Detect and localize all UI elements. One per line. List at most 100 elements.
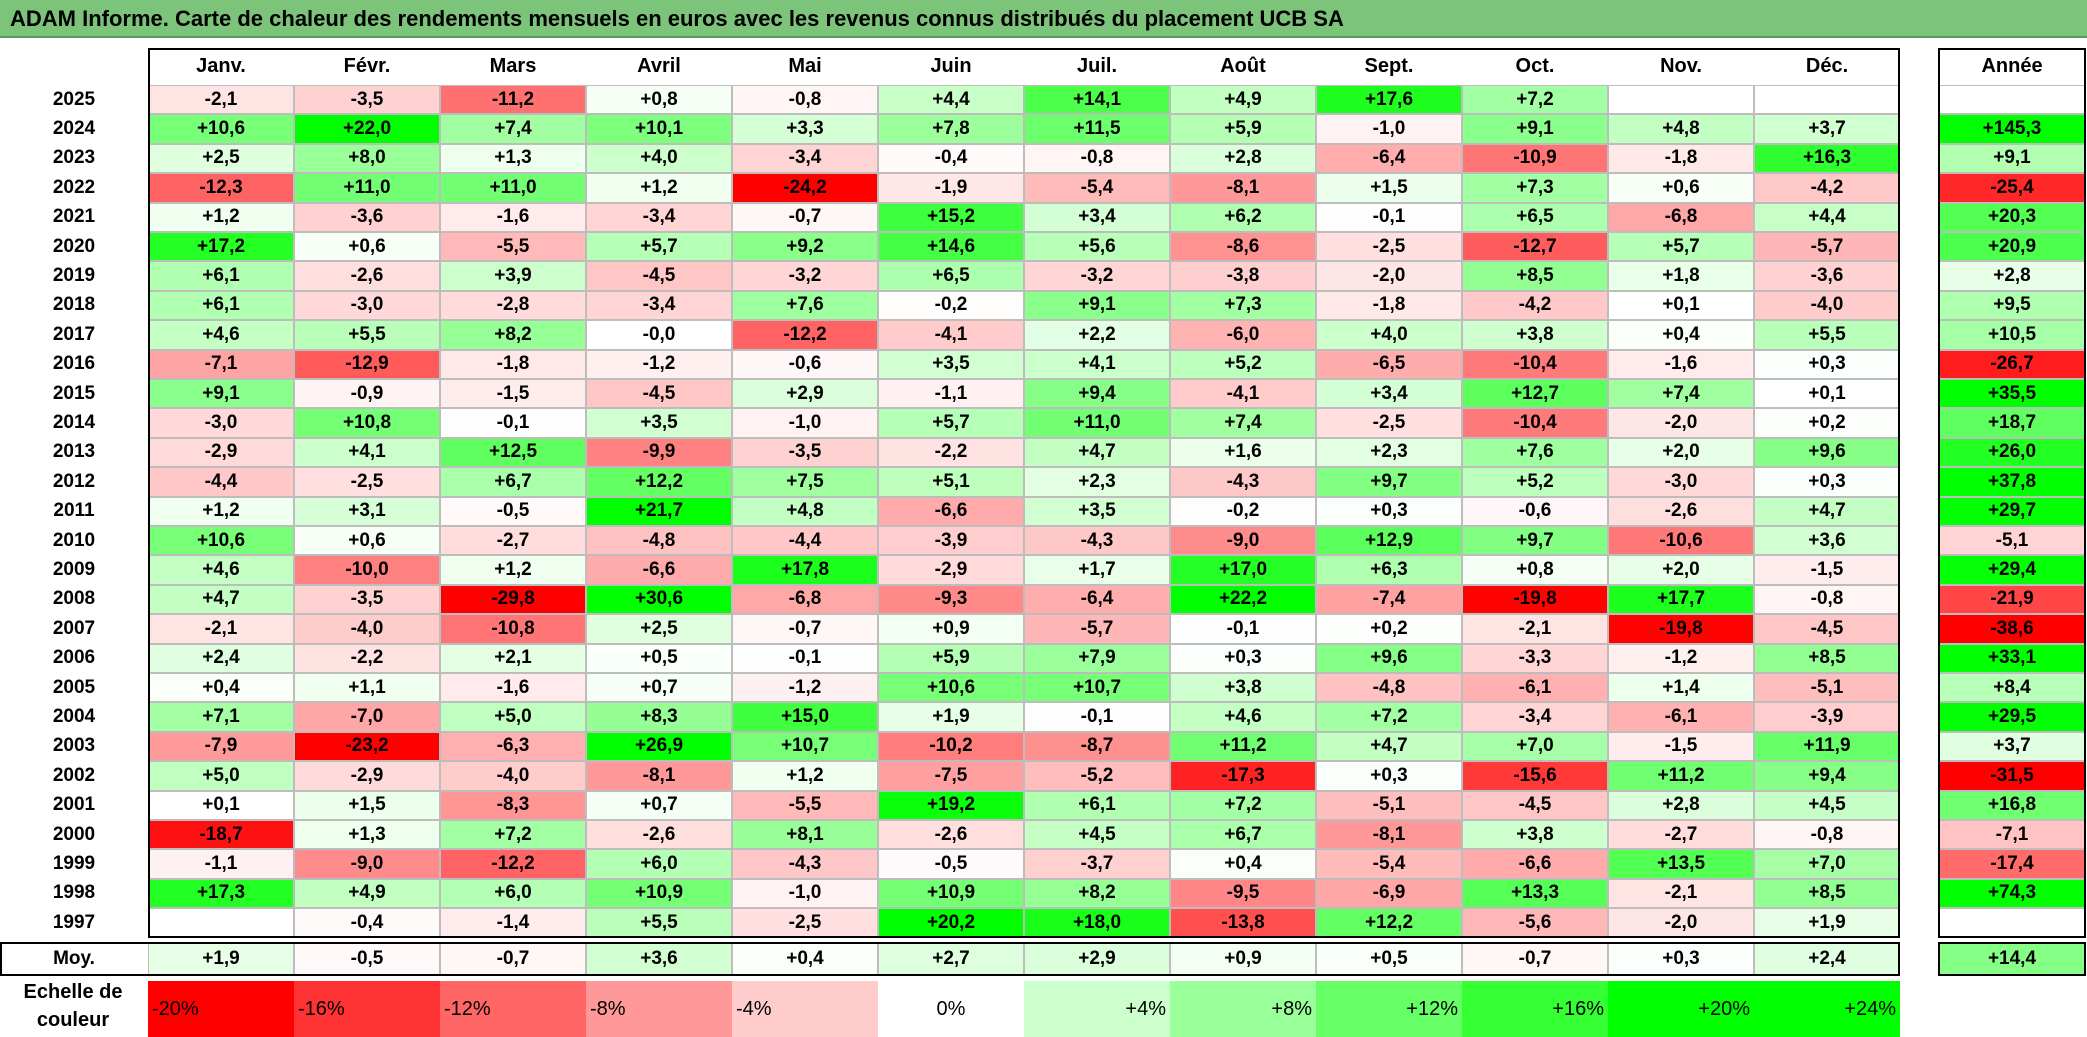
annual-cell: +29,4 [1938, 555, 2086, 585]
heatmap-cell: -10,9 [1462, 143, 1608, 174]
heatmap-cell: +14,1 [1024, 85, 1170, 115]
heatmap-cell: +14,6 [878, 232, 1024, 262]
average-cell: +0,4 [732, 941, 878, 976]
heatmap-cell: -2,1 [148, 85, 294, 115]
heatmap-cell: +7,6 [732, 290, 878, 321]
heatmap-cell: +11,0 [440, 173, 586, 203]
annual-cell: +16,8 [1938, 790, 2086, 820]
heatmap-cell: -2,5 [1316, 232, 1462, 262]
heatmap-cell: -4,2 [1754, 173, 1900, 203]
color-scale-step: +4% [1024, 981, 1170, 1037]
heatmap-cell: +4,9 [1170, 85, 1316, 115]
heatmap-cell: -6,1 [1462, 673, 1608, 703]
heatmap-cell: -4,3 [1170, 467, 1316, 497]
average-cell: +3,6 [586, 941, 732, 976]
heatmap-cell: -4,3 [1024, 526, 1170, 556]
annual-cell: -31,5 [1938, 761, 2086, 791]
heatmap-cell: +0,7 [586, 673, 732, 703]
heatmap-cell: -2,1 [148, 614, 294, 644]
heatmap-cell: +10,7 [732, 731, 878, 762]
heatmap-cell: +5,7 [878, 408, 1024, 438]
heatmap-cell: +0,9 [878, 614, 1024, 644]
heatmap-cell: +1,4 [1608, 673, 1754, 703]
heatmap-cell: -1,8 [1608, 143, 1754, 174]
heatmap-cell: -1,2 [732, 673, 878, 703]
heatmap-cell: +26,9 [586, 731, 732, 762]
heatmap-cell: +3,8 [1170, 673, 1316, 703]
year-label: 2005 [52, 676, 96, 698]
annual-cell: +29,5 [1938, 702, 2086, 732]
heatmap-cell: -2,8 [440, 290, 586, 321]
heatmap-cell: +9,1 [1462, 114, 1608, 144]
heatmap-cell: -19,8 [1608, 614, 1754, 644]
heatmap-cell: -6,9 [1316, 878, 1462, 909]
heatmap-cell: -6,4 [1316, 143, 1462, 174]
heatmap-cell: -0,1 [1316, 202, 1462, 232]
heatmap-cell: -3,3 [1462, 643, 1608, 673]
heatmap-cell: +9,4 [1754, 761, 1900, 791]
heatmap-cell: -23,2 [294, 731, 440, 762]
heatmap-cell: +10,6 [148, 114, 294, 144]
heatmap-cell: -7,5 [878, 761, 1024, 791]
color-scale-step: +20% [1608, 981, 1754, 1037]
heatmap-cell: +8,3 [586, 702, 732, 732]
heatmap-cell: +0,3 [1316, 761, 1462, 791]
heatmap-cell: +30,6 [586, 584, 732, 615]
heatmap-cell: -2,5 [732, 908, 878, 938]
heatmap-cell: -10,6 [1608, 526, 1754, 556]
color-scale-step: -16% [294, 981, 440, 1037]
annual-cell: +8,4 [1938, 673, 2086, 703]
heatmap-cell: +1,5 [294, 790, 440, 820]
heatmap-cell: -9,5 [1170, 878, 1316, 909]
year-label: 1998 [52, 882, 96, 904]
month-header: Nov. [1660, 54, 1702, 77]
color-scale-label: Echelle de couleur [23, 981, 123, 1031]
heatmap-cell: -13,8 [1170, 908, 1316, 938]
heatmap-cell: +1,9 [878, 702, 1024, 732]
heatmap-cell: -0,8 [1754, 820, 1900, 850]
heatmap-cell: -7,0 [294, 702, 440, 732]
heatmap-cell: +9,7 [1316, 467, 1462, 497]
heatmap-cell: +8,5 [1462, 261, 1608, 291]
heatmap-cell: -4,4 [732, 526, 878, 556]
heatmap-cell: -0,8 [1024, 143, 1170, 174]
month-header: Juil. [1076, 54, 1117, 77]
heatmap-cell: +7,3 [1462, 173, 1608, 203]
year-label: 2008 [52, 588, 96, 610]
heatmap-cell: +7,1 [148, 702, 294, 732]
heatmap-cell: -6,0 [1170, 320, 1316, 350]
heatmap-cell: -3,5 [732, 437, 878, 468]
heatmap-cell: -5,7 [1754, 232, 1900, 262]
heatmap-cell: -3,9 [878, 526, 1024, 556]
heatmap-cell: -4,5 [586, 261, 732, 291]
heatmap-cell: +12,2 [1316, 908, 1462, 938]
heatmap-cell: +13,3 [1462, 878, 1608, 909]
color-scale-step: +16% [1462, 981, 1608, 1037]
heatmap-cell: +7,4 [1170, 408, 1316, 438]
heatmap-cell: +12,2 [586, 467, 732, 497]
heatmap-cell: +4,4 [1754, 202, 1900, 232]
heatmap-cell: -0,7 [732, 202, 878, 232]
year-label: 2025 [52, 88, 96, 110]
heatmap-cell: +10,9 [878, 878, 1024, 909]
year-label: 2007 [52, 617, 96, 639]
heatmap-cell: -2,1 [1462, 614, 1608, 644]
color-scale-step: +8% [1170, 981, 1316, 1037]
heatmap-cell: -10,0 [294, 555, 440, 585]
heatmap-cell: -0,5 [440, 496, 586, 526]
month-header: Juin [930, 54, 972, 77]
heatmap-cell: +6,7 [1170, 820, 1316, 850]
year-label: 1997 [52, 911, 96, 933]
heatmap-cell: -3,0 [148, 408, 294, 438]
heatmap-cell: -3,2 [1024, 261, 1170, 291]
heatmap-cell: +1,8 [1608, 261, 1754, 291]
heatmap-cell: +19,2 [878, 790, 1024, 820]
heatmap-cell: +8,2 [440, 320, 586, 350]
heatmap-cell: -4,3 [732, 849, 878, 879]
average-cell: +0,3 [1608, 941, 1754, 976]
average-cell: -0,7 [1462, 941, 1608, 976]
heatmap-cell: +17,8 [732, 555, 878, 585]
heatmap-cell: -0,7 [732, 614, 878, 644]
heatmap-cell: -0,4 [878, 143, 1024, 174]
heatmap-cell: -2,9 [148, 437, 294, 468]
